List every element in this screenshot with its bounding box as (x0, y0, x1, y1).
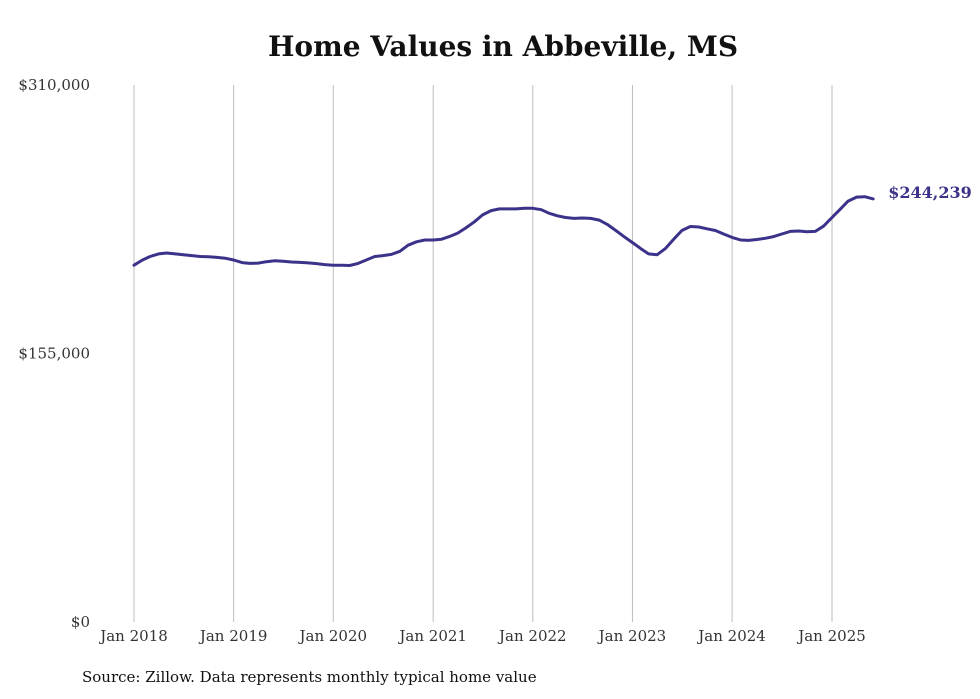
x-tick-label: Jan 2020 (297, 627, 367, 645)
source-note: Source: Zillow. Data represents monthly … (82, 668, 537, 686)
y-tick-label: $155,000 (18, 345, 90, 363)
x-tick-label: Jan 2025 (796, 627, 866, 645)
x-tick-label: Jan 2023 (597, 627, 667, 645)
x-tick-label: Jan 2022 (497, 627, 567, 645)
x-tick-label: Jan 2021 (397, 627, 467, 645)
x-tick-label: Jan 2019 (198, 627, 268, 645)
x-tick-label: Jan 2024 (696, 627, 766, 645)
chart-title: Home Values in Abbeville, MS (267, 30, 739, 63)
x-tick-label: Jan 2018 (98, 627, 168, 645)
y-tick-label: $310,000 (18, 76, 90, 94)
end-value-label: $244,239 (888, 183, 972, 202)
series-line (132, 195, 875, 267)
y-tick-label: $0 (71, 613, 90, 631)
